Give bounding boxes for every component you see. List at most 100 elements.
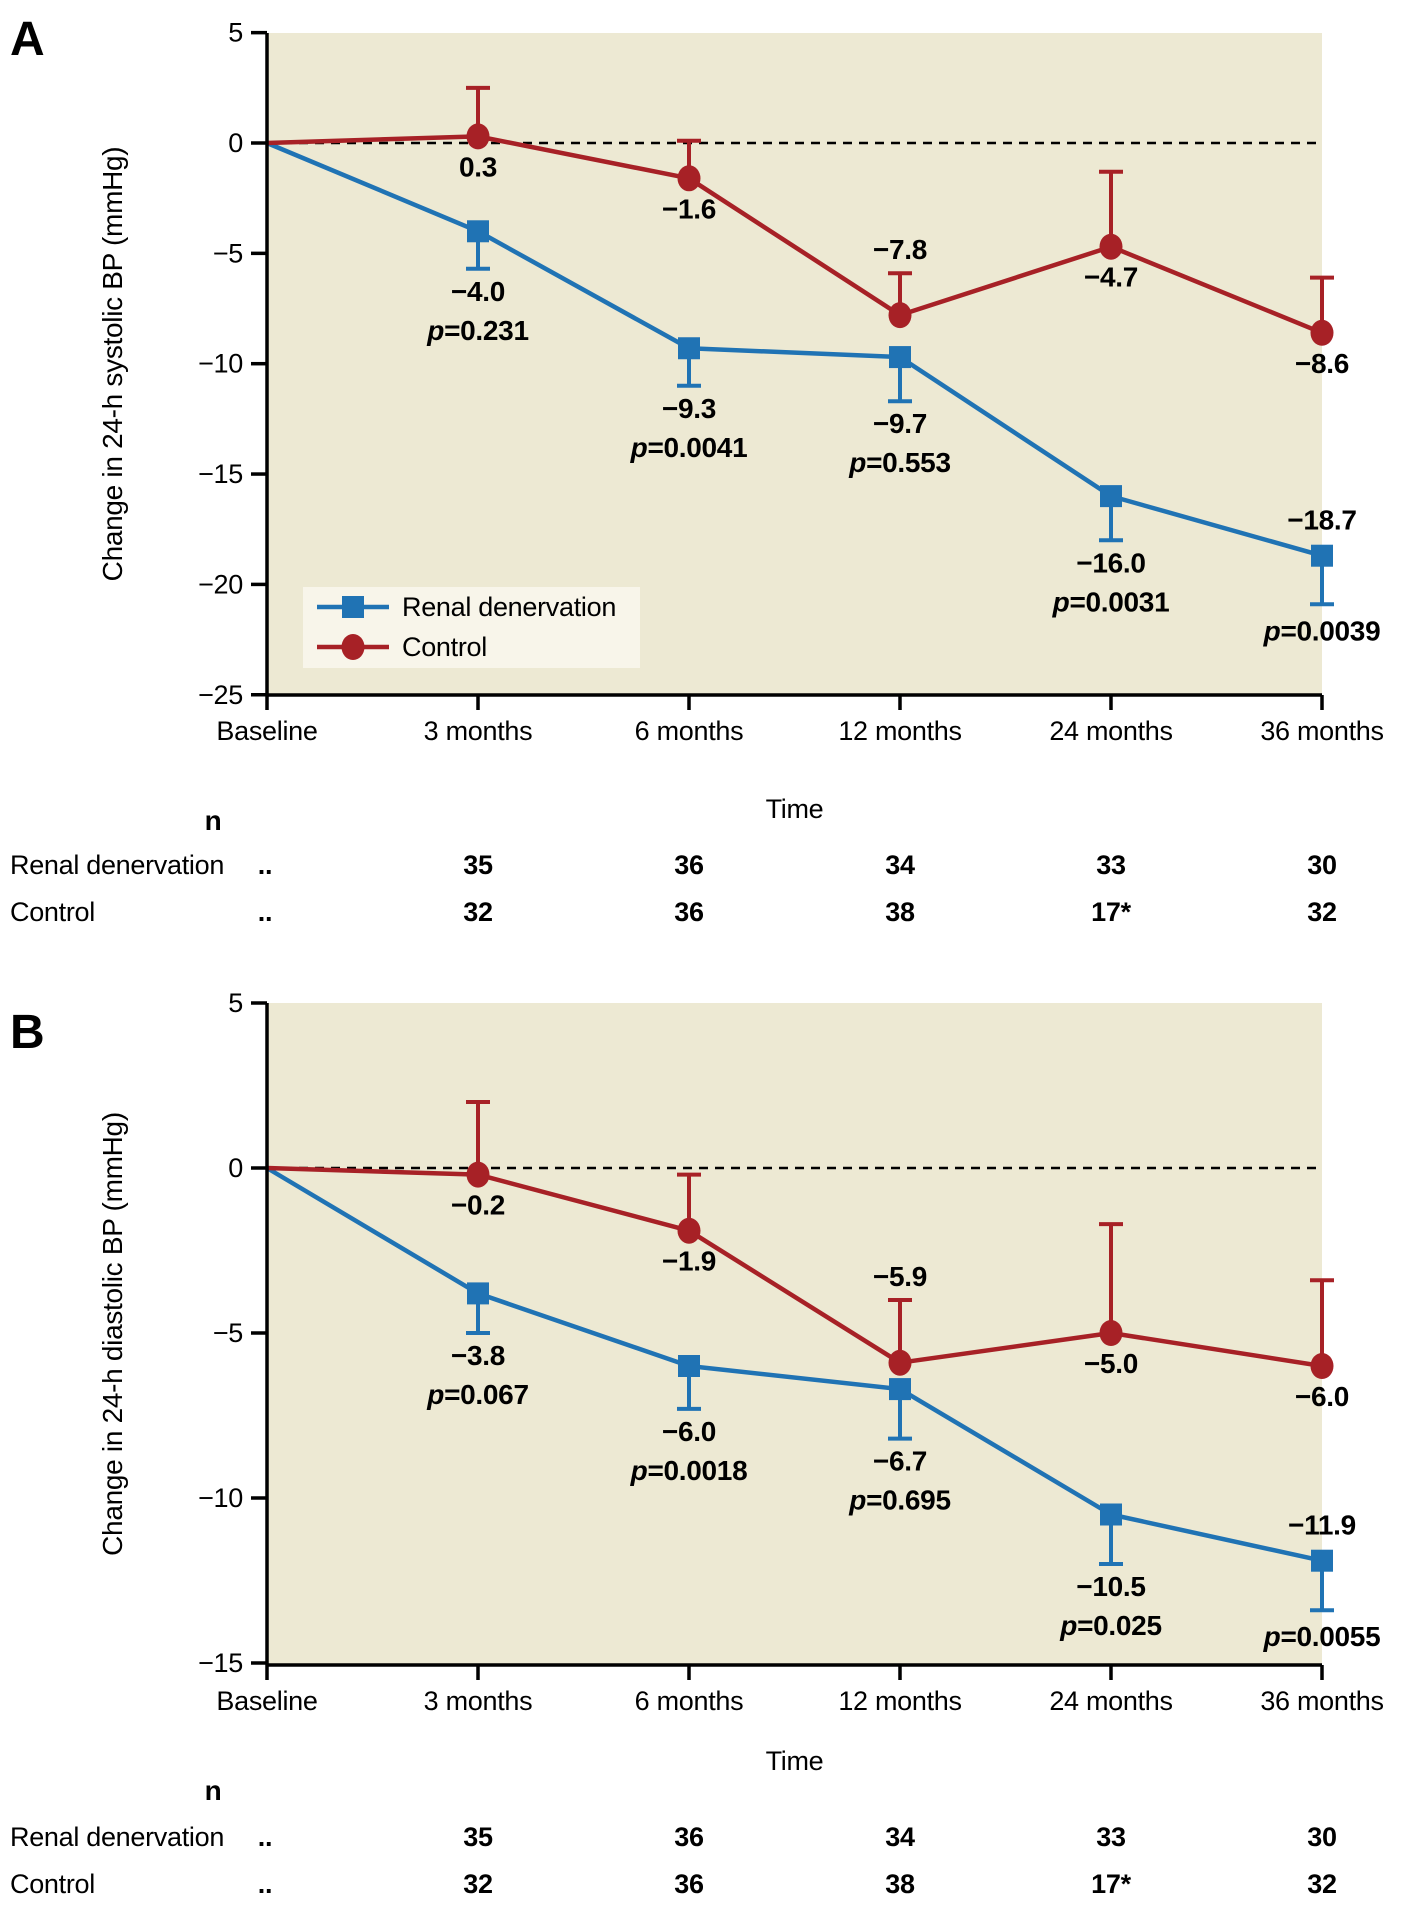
n-table-dots: .. xyxy=(258,897,272,927)
n-table-value: 35 xyxy=(463,850,493,880)
renal-value-label: −4.0 xyxy=(451,276,505,307)
x-axis-title: Time xyxy=(766,794,824,824)
n-table-row-label: Control xyxy=(10,897,95,927)
n-table-dots: .. xyxy=(258,850,272,880)
control-marker-circle xyxy=(466,123,490,150)
y-tick-label: 0 xyxy=(228,1153,243,1183)
y-tick-label: 5 xyxy=(228,988,243,1018)
renal-p-value-label: p=0.025 xyxy=(1059,1610,1161,1641)
x-tick-label: Baseline xyxy=(216,1686,317,1716)
n-table-value: 30 xyxy=(1307,1822,1336,1852)
renal-p-value-label: p=0.0031 xyxy=(1052,586,1170,617)
renal-value-label: −9.3 xyxy=(662,393,716,424)
n-table-value: 33 xyxy=(1096,850,1126,880)
x-tick-label: 3 months xyxy=(424,716,533,746)
series-renal: −4.0 p=0.231 −9.3 p=0.0041 −9.7 p=0.553 −16.0 p… xyxy=(266,140,1381,646)
x-tick-label: 6 months xyxy=(635,716,744,746)
control-value-label: −7.8 xyxy=(873,234,927,265)
n-table-dots: .. xyxy=(258,1869,272,1899)
n-table-value: 32 xyxy=(463,1869,492,1899)
renal-legend-label: Renal denervation xyxy=(402,592,616,622)
n-table-row-renal: Renal denervation.. 35 36 34 33 30 xyxy=(10,850,1337,880)
control-marker-circle xyxy=(1310,319,1334,346)
n-table-row-control: Control.. 32 36 38 17* 32 xyxy=(10,1869,1337,1899)
n-table-value: 36 xyxy=(674,897,704,927)
x-tick-label: 24 months xyxy=(1049,1686,1172,1716)
renal-value-label: −16.0 xyxy=(1076,547,1145,578)
legend-item-renal: Renal denervation xyxy=(317,592,616,622)
control-value-label: −4.7 xyxy=(1084,262,1138,293)
control-value-label: −1.9 xyxy=(662,1246,716,1277)
renal-marker-square xyxy=(678,1355,700,1377)
control-marker-circle xyxy=(1099,233,1123,260)
renal-value-label: −3.8 xyxy=(451,1340,505,1371)
control-value-label: −8.6 xyxy=(1295,348,1349,379)
x-tick-label: 6 months xyxy=(635,1686,744,1716)
y-tick-label: −10 xyxy=(198,1483,243,1513)
renal-value-label: −11.9 xyxy=(1288,1510,1356,1541)
control-marker-circle xyxy=(888,302,912,329)
renal-p-value-label: p=0.231 xyxy=(426,315,528,346)
control-marker-circle xyxy=(466,1161,490,1188)
legend-item-control: Control xyxy=(317,632,487,662)
x-axis-title: Time xyxy=(766,1746,824,1776)
y-tick-label: 5 xyxy=(228,18,243,48)
renal-value-label: −9.7 xyxy=(873,408,927,439)
renal-marker-square xyxy=(678,337,700,360)
y-tick-label: −20 xyxy=(198,569,243,599)
control-marker-circle xyxy=(888,1349,912,1376)
renal-marker-square xyxy=(1100,1503,1122,1526)
renal-p-value-label: p=0.067 xyxy=(426,1379,528,1410)
renal-value-label: −10.5 xyxy=(1076,1571,1145,1602)
control-marker-circle xyxy=(677,1217,701,1244)
n-table-value: 35 xyxy=(463,1822,493,1852)
n-table-value: 36 xyxy=(674,1822,704,1852)
control-value-label: −5.9 xyxy=(873,1261,927,1292)
control-marker-circle xyxy=(1310,1353,1334,1379)
n-table-value: 34 xyxy=(885,850,915,880)
n-table-value: 30 xyxy=(1307,850,1336,880)
y-tick-label: −5 xyxy=(213,1318,243,1348)
panel-b: −3.8 p=0.067 −6.0 p=0.0018 −6.7 p=0.695 −10.5 p… xyxy=(10,988,1384,1899)
x-tick-label: 36 months xyxy=(1260,716,1383,746)
legend: Renal denervation Control xyxy=(303,587,640,668)
n-table: n Renal denervation.. 35 36 34 33 30 Control.. 3… xyxy=(10,805,1337,927)
series-control: 0.3 −1.6 −7.8 −4.7 −8.6 xyxy=(266,85,1349,379)
renal-p-value-label: p=0.695 xyxy=(848,1485,950,1516)
control-value-label: −5.0 xyxy=(1084,1348,1138,1379)
n-table-dots: .. xyxy=(258,1822,272,1852)
y-axis-title: Change in 24-h systolic BP (mmHg) xyxy=(97,147,128,582)
control-error-bar xyxy=(1310,1278,1334,1366)
renal-marker-square xyxy=(467,220,489,243)
n-table-value: 36 xyxy=(674,1869,704,1899)
y-tick-label: −15 xyxy=(198,1648,243,1678)
renal-p-value-label: p=0.0039 xyxy=(1263,615,1381,646)
renal-value-label: −6.0 xyxy=(662,1416,716,1447)
x-tick-label: Baseline xyxy=(216,716,317,746)
control-value-label: −1.6 xyxy=(662,193,716,224)
renal-marker-square xyxy=(467,1282,489,1305)
n-table-row-control: Control.. 32 36 38 17* 32 xyxy=(10,897,1337,927)
renal-line xyxy=(266,140,1323,558)
series-renal: −3.8 p=0.067 −6.0 p=0.0018 −6.7 p=0.695 −10.5 p… xyxy=(265,1166,1381,1652)
y-tick-label: −25 xyxy=(198,680,243,710)
n-table-value: 34 xyxy=(885,1822,915,1852)
control-legend-label: Control xyxy=(402,632,487,662)
plot-area-bg xyxy=(267,33,1322,695)
x-tick-label: 12 months xyxy=(838,716,961,746)
x-tick-label: 3 months xyxy=(424,1686,533,1716)
renal-value-label: −6.7 xyxy=(873,1446,927,1477)
x-tick-label: 36 months xyxy=(1260,1686,1383,1716)
y-axis-title: Change in 24-h diastolic BP (mmHg) xyxy=(97,1112,128,1556)
n-table: n Renal denervation.. 35 36 34 33 30 Control.. 3… xyxy=(10,1775,1337,1899)
n-table-header: n xyxy=(205,1775,222,1806)
renal-marker-square xyxy=(1311,1549,1333,1572)
control-marker-circle xyxy=(677,165,701,192)
panel-a: −4.0 p=0.231 −9.3 p=0.0041 −9.7 p=0.553 −16.0 p… xyxy=(10,13,1384,927)
x-tick-label: 12 months xyxy=(838,1686,961,1716)
n-table-value: 33 xyxy=(1096,1822,1126,1852)
control-legend-marker xyxy=(341,634,365,660)
renal-p-value-label: p=0.0041 xyxy=(630,432,748,463)
